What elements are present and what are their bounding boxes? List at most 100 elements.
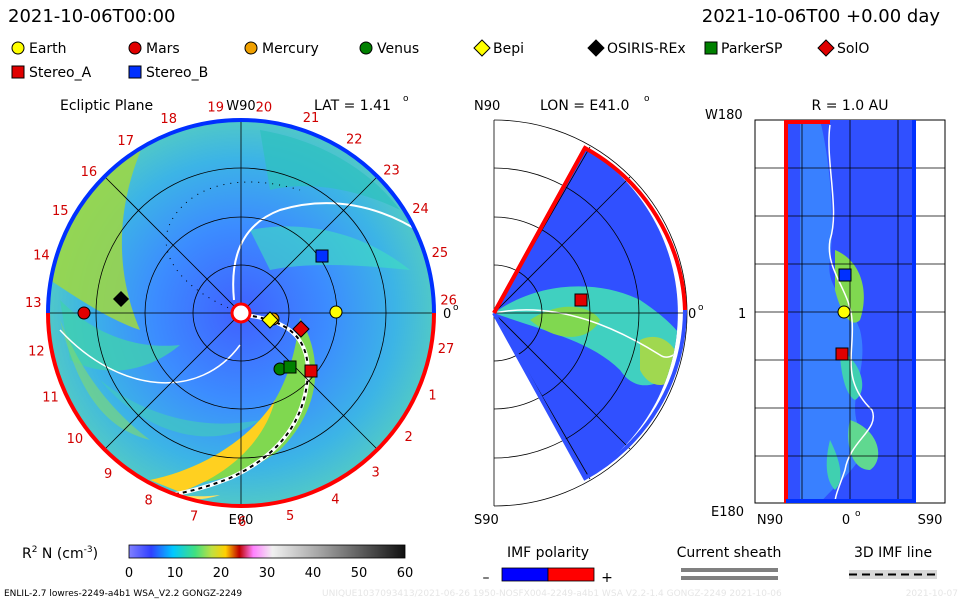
svg-text:ParkerSP: ParkerSP: [721, 41, 782, 57]
current-sheath-legend: Current sheath: [677, 545, 782, 580]
parkersp-marker: [283, 360, 297, 374]
sphere-plot: [754, 119, 946, 504]
svg-text:Stereo_A: Stereo_A: [29, 65, 92, 81]
ecliptic-right-degree: o: [453, 303, 459, 313]
legend-mercury: Mercury: [244, 41, 319, 57]
meridional-density-field: [494, 286, 678, 386]
colorbar-tick-label: 60: [397, 566, 414, 581]
parkersp-marker-icon: [704, 41, 718, 55]
ecliptic-grid: [48, 120, 434, 506]
carrington-label: 16: [81, 165, 98, 180]
meridional-plot: [492, 119, 688, 507]
solo-marker-icon: [817, 39, 835, 57]
imf3d-legend: 3D IMF line: [849, 545, 937, 579]
meridional-bottom-label: S90: [474, 513, 499, 528]
legend-venus: Venus: [359, 41, 419, 57]
carrington-label: 9: [104, 467, 112, 482]
svg-text:SolO: SolO: [837, 41, 869, 57]
svg-text:OSIRIS-REx: OSIRIS-REx: [607, 41, 686, 57]
footer-date-tail: 2021-10-07: [906, 589, 958, 599]
legend-earth: Earth: [11, 41, 67, 57]
meridional-lon: LON = E41.0: [540, 98, 629, 114]
carrington-label: 19: [207, 101, 224, 116]
carrington-label: 1: [428, 388, 436, 403]
carrington-label: 3: [371, 466, 379, 481]
svg-text:Venus: Venus: [377, 41, 419, 57]
legend-parkersp: ParkerSP: [704, 41, 782, 57]
svg-text:Stereo_B: Stereo_B: [146, 65, 208, 81]
ecliptic-plot: [46, 118, 436, 508]
meridional-right-label: 0: [688, 307, 696, 322]
sun-icon: [230, 302, 252, 324]
sphere-bottom-label: E180: [711, 505, 744, 520]
meridional-stereo-a-marker: [574, 293, 588, 307]
footer-run-id: UNIQUE1037093413/2021-06-26 1950-NOSFX00…: [322, 589, 782, 599]
svg-text:Mercury: Mercury: [262, 41, 319, 57]
carrington-label: 22: [346, 133, 363, 148]
earth-marker: [329, 305, 343, 319]
carrington-label: 11: [42, 391, 59, 406]
sphere-x-mid: 0: [842, 513, 850, 528]
header-datetime: 2021-10-06T00:00: [8, 6, 175, 27]
svg-text:Earth: Earth: [29, 41, 67, 57]
carrington-label: 20: [256, 100, 273, 115]
carrington-label: 18: [160, 112, 177, 127]
carrington-label: 4: [331, 492, 339, 507]
current-sheath-swatch-bottom: [681, 576, 778, 580]
sphere-mid-label: 1: [738, 307, 746, 322]
ecliptic-title: Ecliptic Plane: [60, 98, 153, 114]
imf-plus: +: [601, 570, 613, 586]
venus-marker-icon: [359, 41, 373, 55]
carrington-label: 13: [25, 296, 42, 311]
carrington-label: 25: [432, 246, 449, 261]
density-colorbar: R2 N (cm-3) 0 10 20 30 40 50 60: [22, 544, 413, 581]
svg-text:Mars: Mars: [146, 41, 180, 57]
carrington-label: 27: [438, 342, 455, 357]
carrington-label: 5: [286, 509, 294, 524]
ecliptic-bottom-label: E90: [229, 513, 254, 528]
carrington-label: 21: [303, 111, 320, 126]
mercury-marker-icon: [244, 41, 258, 55]
stereo-b-marker: [315, 249, 329, 263]
ecliptic-lat: LAT = 1.41: [314, 98, 391, 114]
sphere-title: R = 1.0 AU: [812, 98, 889, 114]
earth-marker-icon: [11, 41, 25, 55]
bepi-marker-icon: [473, 39, 491, 57]
colorbar-ticks: 0 10 20 30 40 50 60: [125, 566, 413, 581]
legend-bepi: Bepi: [473, 39, 524, 57]
svg-text:Bepi: Bepi: [493, 41, 524, 57]
bepi-marker: [261, 311, 279, 329]
sphere-top-label: W180: [705, 108, 743, 123]
legend-osiris-rex: OSIRIS-REx: [587, 39, 686, 57]
legend-mars: Mars: [128, 41, 180, 57]
sphere-earth-marker: [837, 305, 851, 319]
colorbar-label: R2 N (cm-3): [22, 545, 98, 562]
ecliptic-right-label: 0: [443, 307, 451, 322]
carrington-label: 17: [117, 134, 134, 149]
carrington-label: 15: [52, 204, 69, 219]
header-forecast: 2021-10-06T00 +0.00 day: [702, 6, 941, 27]
imf-polarity-legend: IMF polarity – +: [483, 545, 613, 586]
mars-marker: [77, 306, 91, 320]
sphere-x-left: N90: [757, 513, 783, 528]
mars-marker-icon: [128, 41, 142, 55]
imf3d-title: 3D IMF line: [854, 545, 932, 561]
legend-stereo-b: Stereo_B: [128, 65, 208, 81]
carrington-label: 14: [33, 249, 50, 264]
carrington-label: 12: [28, 344, 45, 359]
carrington-label: 6: [238, 515, 246, 530]
carrington-label: 2: [404, 430, 412, 445]
sphere-stereo-b-marker: [838, 268, 852, 282]
sphere-x-right: S90: [918, 513, 943, 528]
osiris-rex-marker-icon: [587, 39, 605, 57]
current-sheath-title: Current sheath: [677, 545, 782, 561]
meridional-rim-negative: [492, 309, 687, 481]
footer-model: ENLIL-2.7 lowres-2249-a4b1 WSA_V2.2 GONG…: [4, 589, 242, 599]
carrington-label: 10: [67, 432, 84, 447]
sphere-x-mid-degree: o: [855, 509, 861, 519]
colorbar-tick-label: 50: [351, 566, 368, 581]
imf-negative-swatch: [501, 567, 549, 582]
imf-polarity-title: IMF polarity: [507, 545, 589, 561]
carrington-label: 24: [412, 202, 429, 217]
